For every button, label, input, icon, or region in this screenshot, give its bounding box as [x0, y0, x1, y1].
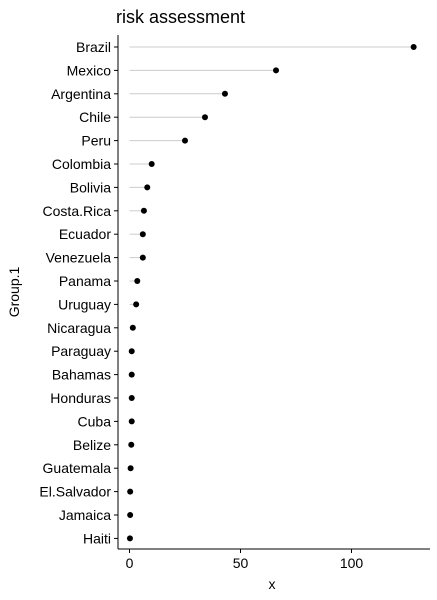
y-tick-label-paraguay: Paraguay — [51, 343, 111, 359]
y-tick-label-uruguay: Uruguay — [58, 296, 111, 312]
y-tick-label-mexico: Mexico — [67, 62, 112, 78]
y-tick-label-costa-rica: Costa.Rica — [43, 203, 112, 219]
y-tick-label-bahamas: Bahamas — [52, 367, 111, 383]
point-bolivia — [144, 184, 151, 191]
point-nicaragua — [129, 324, 136, 331]
point-colombia — [148, 161, 155, 167]
y-tick-label-belize: Belize — [73, 437, 111, 453]
point-ecuador — [139, 231, 146, 238]
stems-layer — [129, 46, 414, 539]
x-tick-label-0: 0 — [126, 555, 134, 571]
y-tick-label-honduras: Honduras — [50, 390, 111, 406]
y-tick-label-cuba: Cuba — [78, 413, 112, 429]
y-tick-label-el-salvador: El.Salvador — [39, 484, 111, 500]
y-axis: Brazil Mexico Argentina Chile Peru Colombia Bo… — [39, 35, 119, 549]
point-argentina — [221, 90, 228, 97]
chart-title: risk assessment — [116, 7, 245, 27]
y-tick-label-colombia: Colombia — [52, 156, 111, 172]
point-jamaica — [127, 512, 134, 518]
point-peru — [182, 137, 188, 144]
y-tick-label-jamaica: Jamaica — [59, 507, 111, 523]
y-tick-label-chile: Chile — [79, 109, 111, 125]
x-tick-label-50: 50 — [233, 555, 249, 571]
point-honduras — [128, 395, 135, 401]
point-paraguay — [128, 348, 135, 355]
point-panama — [134, 278, 141, 284]
point-el-salvador — [127, 488, 134, 495]
point-mexico — [273, 67, 280, 74]
point-bahamas — [128, 371, 135, 378]
y-tick-label-bolivia: Bolivia — [70, 179, 111, 195]
y-tick-label-haiti: Haiti — [83, 530, 111, 546]
x-tick-label-100: 100 — [340, 555, 364, 571]
x-axis: 0 50 100 — [118, 548, 430, 571]
point-uruguay — [133, 301, 140, 308]
y-tick-label-argentina: Argentina — [51, 86, 111, 102]
point-cuba — [128, 418, 135, 425]
point-belize — [128, 441, 135, 448]
y-tick-label-panama: Panama — [59, 273, 111, 289]
y-tick-label-nicaragua: Nicaragua — [47, 320, 111, 336]
x-axis-title: x — [269, 576, 276, 592]
point-chile — [201, 114, 208, 121]
point-venezuela — [139, 254, 146, 261]
point-haiti — [126, 535, 133, 542]
y-tick-label-peru: Peru — [81, 133, 111, 149]
y-axis-title: Group.1 — [6, 266, 22, 317]
y-tick-label-venezuela: Venezuela — [46, 250, 112, 266]
y-tick-label-ecuador: Ecuador — [59, 226, 111, 242]
points-layer — [126, 44, 417, 542]
point-brazil — [410, 44, 417, 50]
point-guatemala — [127, 465, 134, 472]
y-tick-label-guatemala: Guatemala — [43, 460, 112, 476]
y-tick-label-brazil: Brazil — [76, 39, 111, 55]
point-costa-rica — [140, 207, 147, 214]
